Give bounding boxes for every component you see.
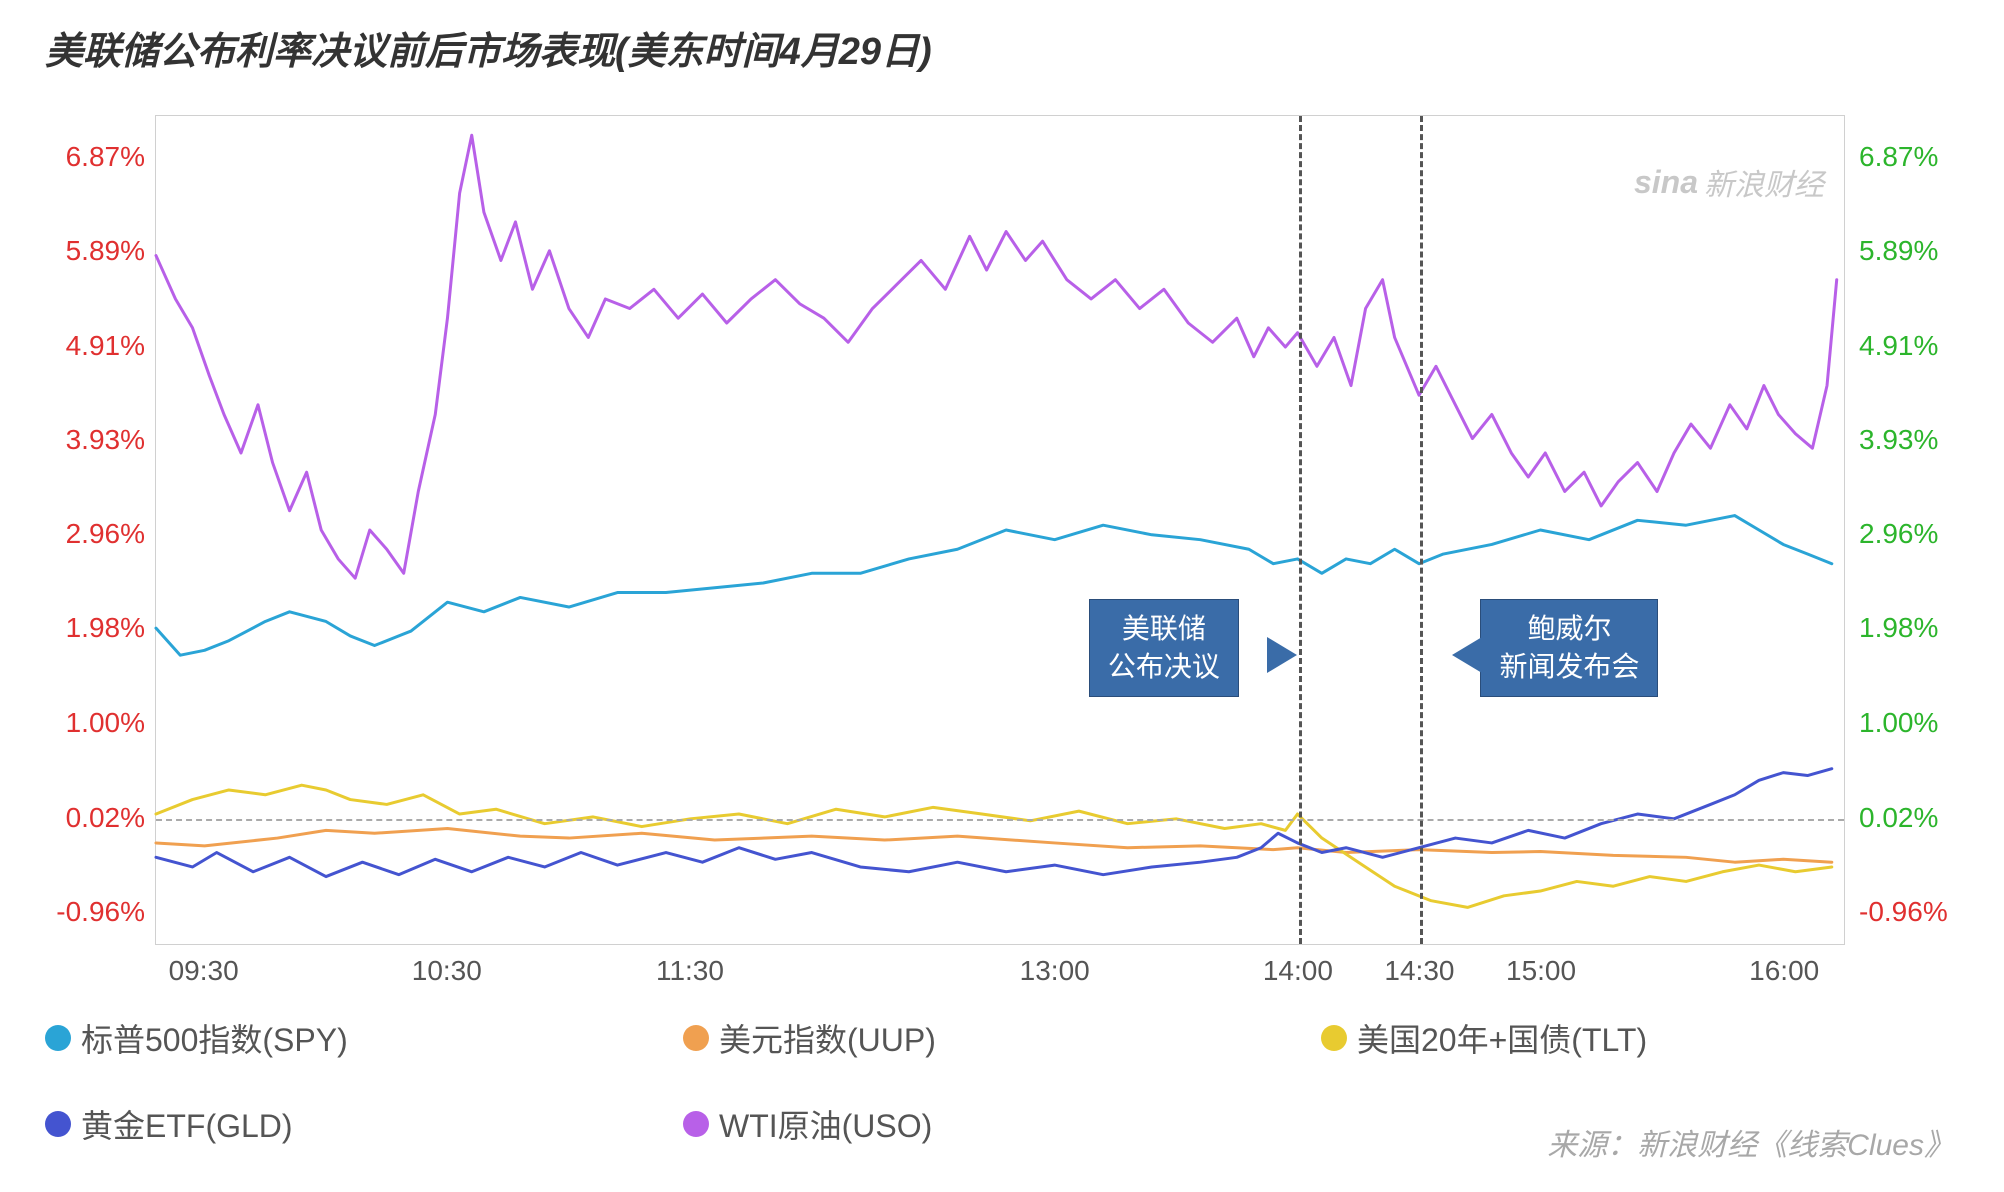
legend-item-spy[interactable]: 标普500指数(SPY) [45,1015,683,1061]
y-axis-right-label: 1.98% [1859,614,1959,642]
y-axis-left-label: 3.93% [45,426,145,454]
y-axis-left-label: -0.96% [45,898,145,926]
y-axis-right-label: 2.96% [1859,520,1959,548]
event-callout-arrow [1452,637,1482,673]
legend-label: 美国20年+国债(TLT) [1357,1015,1647,1061]
x-axis-label: 14:30 [1384,955,1454,987]
watermark: sina 新浪财经 [1634,160,1824,204]
y-axis-right-label: 3.93% [1859,426,1959,454]
legend-item-gld[interactable]: 黄金ETF(GLD) [45,1101,683,1147]
y-axis-left-label: 1.98% [45,614,145,642]
zero-gridline [156,819,1844,821]
legend-label: WTI原油(USO) [719,1101,932,1147]
y-axis-left-label: 2.96% [45,520,145,548]
series-tlt [156,785,1832,907]
plot-area: 美联储 公布决议 鲍威尔 新闻发布会 [155,115,1845,945]
x-axis-label: 14:00 [1263,955,1333,987]
event-vertical-line [1420,116,1423,944]
y-axis-right-label: 0.02% [1859,804,1959,832]
event-callout: 美联储 公布决议 [1089,599,1239,697]
y-axis-right-label: 6.87% [1859,143,1959,171]
event-vertical-line [1299,116,1302,944]
legend-dot-icon [45,1025,71,1051]
legend-label: 黄金ETF(GLD) [81,1101,293,1147]
x-axis-label: 13:00 [1020,955,1090,987]
series-gld [156,769,1832,877]
legend-item-uup[interactable]: 美元指数(UUP) [683,1015,1321,1061]
series-uup [156,828,1832,862]
y-axis-right-label: -0.96% [1859,898,1959,926]
legend-label: 标普500指数(SPY) [81,1015,348,1061]
watermark-text: 新浪财经 [1704,160,1824,204]
legend-dot-icon [1321,1025,1347,1051]
series-uso [156,135,1837,578]
y-axis-right-label: 5.89% [1859,237,1959,265]
x-axis-label: 15:00 [1506,955,1576,987]
x-axis-label: 09:30 [169,955,239,987]
x-axis-label: 10:30 [412,955,482,987]
event-callout: 鲍威尔 新闻发布会 [1480,599,1658,697]
x-axis-label: 11:30 [656,955,724,987]
chart-container: 美联储 公布决议 鲍威尔 新闻发布会 sina 新浪财经 6.87% 6.87% 5.… [45,95,1959,975]
legend-item-tlt[interactable]: 美国20年+国债(TLT) [1321,1015,1959,1061]
y-axis-left-label: 4.91% [45,332,145,360]
y-axis-right-label: 1.00% [1859,709,1959,737]
y-axis-left-label: 5.89% [45,237,145,265]
event-callout-arrow [1267,637,1297,673]
y-axis-right-label: 4.91% [1859,332,1959,360]
watermark-logo: sina [1634,164,1698,201]
legend-item-uso[interactable]: WTI原油(USO) [683,1101,1321,1147]
y-axis-left-label: 0.02% [45,804,145,832]
x-axis-label: 16:00 [1749,955,1819,987]
chart-title: 美联储公布利率决议前后市场表现(美东时间4月29日) [0,0,2004,75]
legend-dot-icon [683,1025,709,1051]
legend-label: 美元指数(UUP) [719,1015,936,1061]
legend-dot-icon [45,1111,71,1137]
y-axis-left-label: 1.00% [45,709,145,737]
legend-dot-icon [683,1111,709,1137]
y-axis-left-label: 6.87% [45,143,145,171]
source-text: 来源：新浪财经《线索Clues》 [1547,1120,1954,1164]
